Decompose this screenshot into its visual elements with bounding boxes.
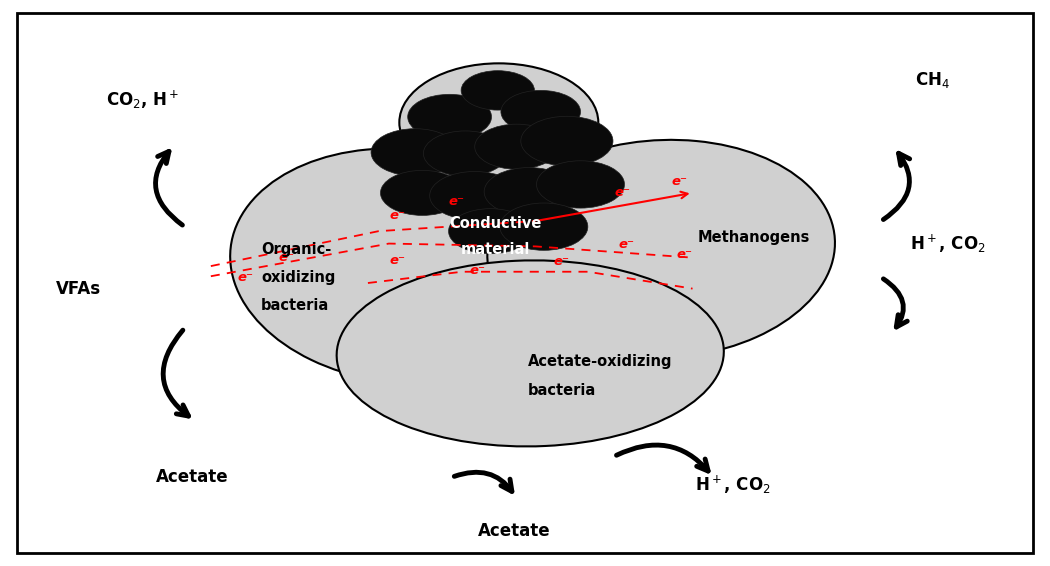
Text: Methanogens: Methanogens (698, 230, 811, 246)
Text: Acetate-oxidizing: Acetate-oxidizing (528, 354, 673, 370)
Circle shape (461, 71, 534, 110)
Text: Organic-: Organic- (261, 242, 332, 257)
Circle shape (371, 128, 459, 176)
Text: e⁻: e⁻ (390, 254, 405, 267)
Text: e⁻: e⁻ (449, 195, 465, 208)
Circle shape (475, 124, 559, 169)
Text: bacteria: bacteria (261, 298, 330, 313)
Text: H$^+$, CO$_2$: H$^+$, CO$_2$ (910, 233, 986, 255)
Text: bacteria: bacteria (528, 383, 596, 397)
Ellipse shape (487, 140, 835, 359)
Circle shape (429, 171, 520, 220)
Circle shape (484, 168, 574, 216)
Circle shape (380, 170, 464, 216)
Text: e⁻: e⁻ (237, 271, 253, 284)
Text: e⁻: e⁻ (618, 238, 634, 251)
Text: Acetate: Acetate (156, 468, 229, 486)
Circle shape (423, 131, 507, 176)
Text: e⁻: e⁻ (614, 186, 630, 199)
Text: H$^+$, CO$_2$: H$^+$, CO$_2$ (695, 474, 771, 496)
Text: e⁻: e⁻ (278, 251, 294, 264)
Circle shape (501, 91, 581, 133)
Text: e⁻: e⁻ (553, 255, 570, 268)
Text: VFAs: VFAs (56, 280, 101, 298)
Text: e⁻: e⁻ (676, 248, 692, 261)
Circle shape (521, 116, 613, 166)
Circle shape (537, 161, 625, 208)
Ellipse shape (230, 148, 579, 384)
Text: material: material (461, 242, 530, 257)
Circle shape (448, 209, 532, 254)
Text: Acetate: Acetate (478, 522, 550, 540)
Text: e⁻: e⁻ (390, 209, 405, 222)
Text: oxidizing: oxidizing (261, 270, 336, 285)
Text: Conductive: Conductive (449, 216, 542, 231)
Circle shape (407, 95, 491, 139)
Ellipse shape (399, 63, 598, 182)
Circle shape (500, 203, 588, 250)
Text: CH$_4$: CH$_4$ (915, 70, 949, 90)
Text: CO$_2$, H$^+$: CO$_2$, H$^+$ (106, 89, 180, 111)
Text: e⁻: e⁻ (672, 175, 688, 188)
Text: e⁻: e⁻ (470, 264, 486, 277)
Ellipse shape (337, 260, 723, 447)
